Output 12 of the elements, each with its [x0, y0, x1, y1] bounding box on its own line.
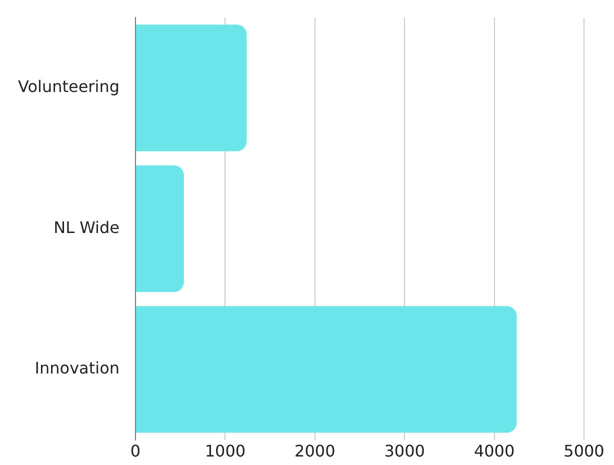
bar: [136, 24, 247, 152]
x-tick-label: 2000: [294, 442, 336, 461]
x-tick-label: 0: [130, 442, 141, 461]
y-tick-label: Innovation: [34, 358, 120, 378]
x-tick-label: 4000: [474, 442, 515, 461]
x-tick-label: 5000: [564, 442, 604, 461]
x-tick-label: 1000: [204, 442, 246, 461]
bar: [136, 165, 184, 292]
x-tick-label: 3000: [384, 442, 425, 461]
bar: [136, 306, 517, 433]
y-tick-label: NL Wide: [54, 218, 120, 237]
y-tick-label: Volunteering: [18, 77, 120, 96]
